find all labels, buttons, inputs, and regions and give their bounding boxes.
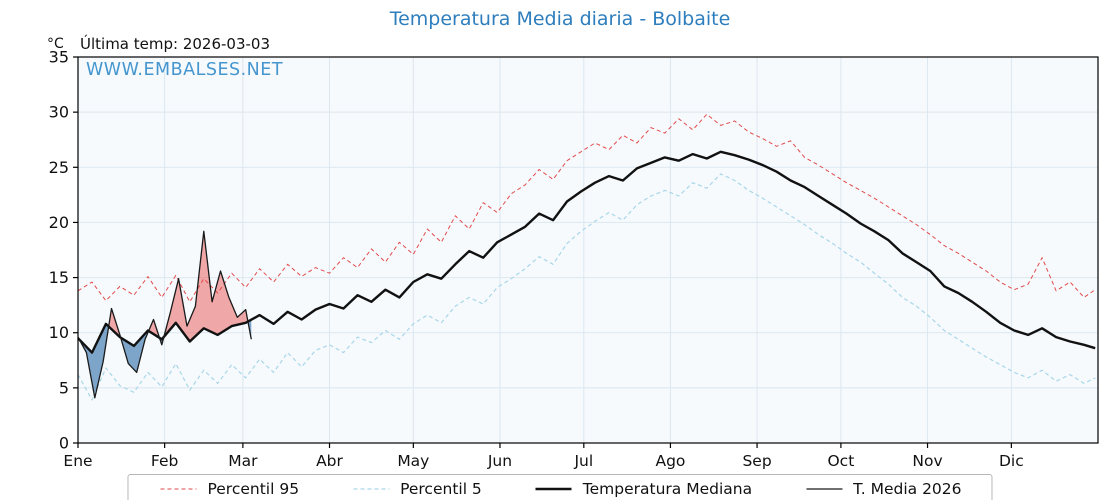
x-tick-label: Sep bbox=[742, 452, 771, 470]
y-axis-unit-label: °C bbox=[47, 36, 64, 52]
x-tick-label: Jul bbox=[573, 452, 593, 470]
x-tick-label: Feb bbox=[151, 452, 178, 470]
fill-below-median bbox=[79, 323, 109, 398]
series-line-0 bbox=[77, 113, 1096, 303]
fill-above-median bbox=[148, 319, 160, 338]
temperatura-mediana-line-sample bbox=[535, 487, 572, 491]
y-tick-label: 35 bbox=[49, 48, 69, 67]
legend-label: Temperatura Mediana bbox=[582, 480, 753, 498]
y-tick-label: 5 bbox=[59, 378, 69, 397]
x-tick-label: Ene bbox=[63, 452, 92, 470]
watermark-text: WWW.EMBALSES.NET bbox=[86, 60, 284, 80]
x-tick-label: Dic bbox=[999, 452, 1024, 470]
y-tick-label: 0 bbox=[59, 434, 69, 453]
legend: Percentil 95 Percentil 5 Temperatura Med… bbox=[127, 474, 993, 500]
x-tick-label: Jun bbox=[487, 452, 512, 470]
legend-item-temperatura-mediana: Temperatura Mediana bbox=[534, 480, 752, 498]
legend-label: T. Media 2026 bbox=[853, 480, 962, 498]
y-tick-label: 20 bbox=[49, 213, 69, 232]
legend-item-percentil-95: Percentil 95 bbox=[158, 480, 299, 498]
fill-above-median bbox=[108, 308, 121, 338]
chart-title: Temperatura Media diaria - Bolbaite bbox=[389, 8, 731, 30]
last-temp-label: Última temp: 2026-03-03 bbox=[80, 35, 271, 53]
x-tick-label: Nov bbox=[912, 452, 942, 470]
plot-border bbox=[77, 56, 1099, 444]
x-tick-label: Oct bbox=[827, 452, 854, 470]
x-tick-label: Mar bbox=[228, 452, 258, 470]
y-tick-label: 10 bbox=[49, 323, 69, 342]
percentil-5-line-sample bbox=[353, 488, 390, 490]
t-media-2026-line-sample bbox=[806, 488, 843, 490]
legend-item-t-media-2026: T. Media 2026 bbox=[804, 480, 962, 498]
plot-background bbox=[78, 57, 1098, 443]
y-tick-label: 25 bbox=[49, 158, 69, 177]
legend-label: Percentil 5 bbox=[400, 480, 482, 498]
series-line-1 bbox=[77, 173, 1096, 401]
percentil-95-line-sample bbox=[160, 488, 197, 490]
series-line-t-media-2026 bbox=[77, 230, 252, 399]
fill-below-median bbox=[120, 330, 149, 373]
x-tick-label: Ago bbox=[655, 452, 685, 470]
x-tick-label: May bbox=[397, 452, 429, 470]
legend-label: Percentil 95 bbox=[207, 480, 300, 498]
legend-item-percentil-5: Percentil 5 bbox=[351, 480, 482, 498]
y-tick-label: 30 bbox=[49, 103, 69, 122]
y-tick-label: 15 bbox=[49, 268, 69, 287]
x-tick-label: Abr bbox=[316, 452, 343, 470]
fill-above-median bbox=[163, 231, 248, 342]
